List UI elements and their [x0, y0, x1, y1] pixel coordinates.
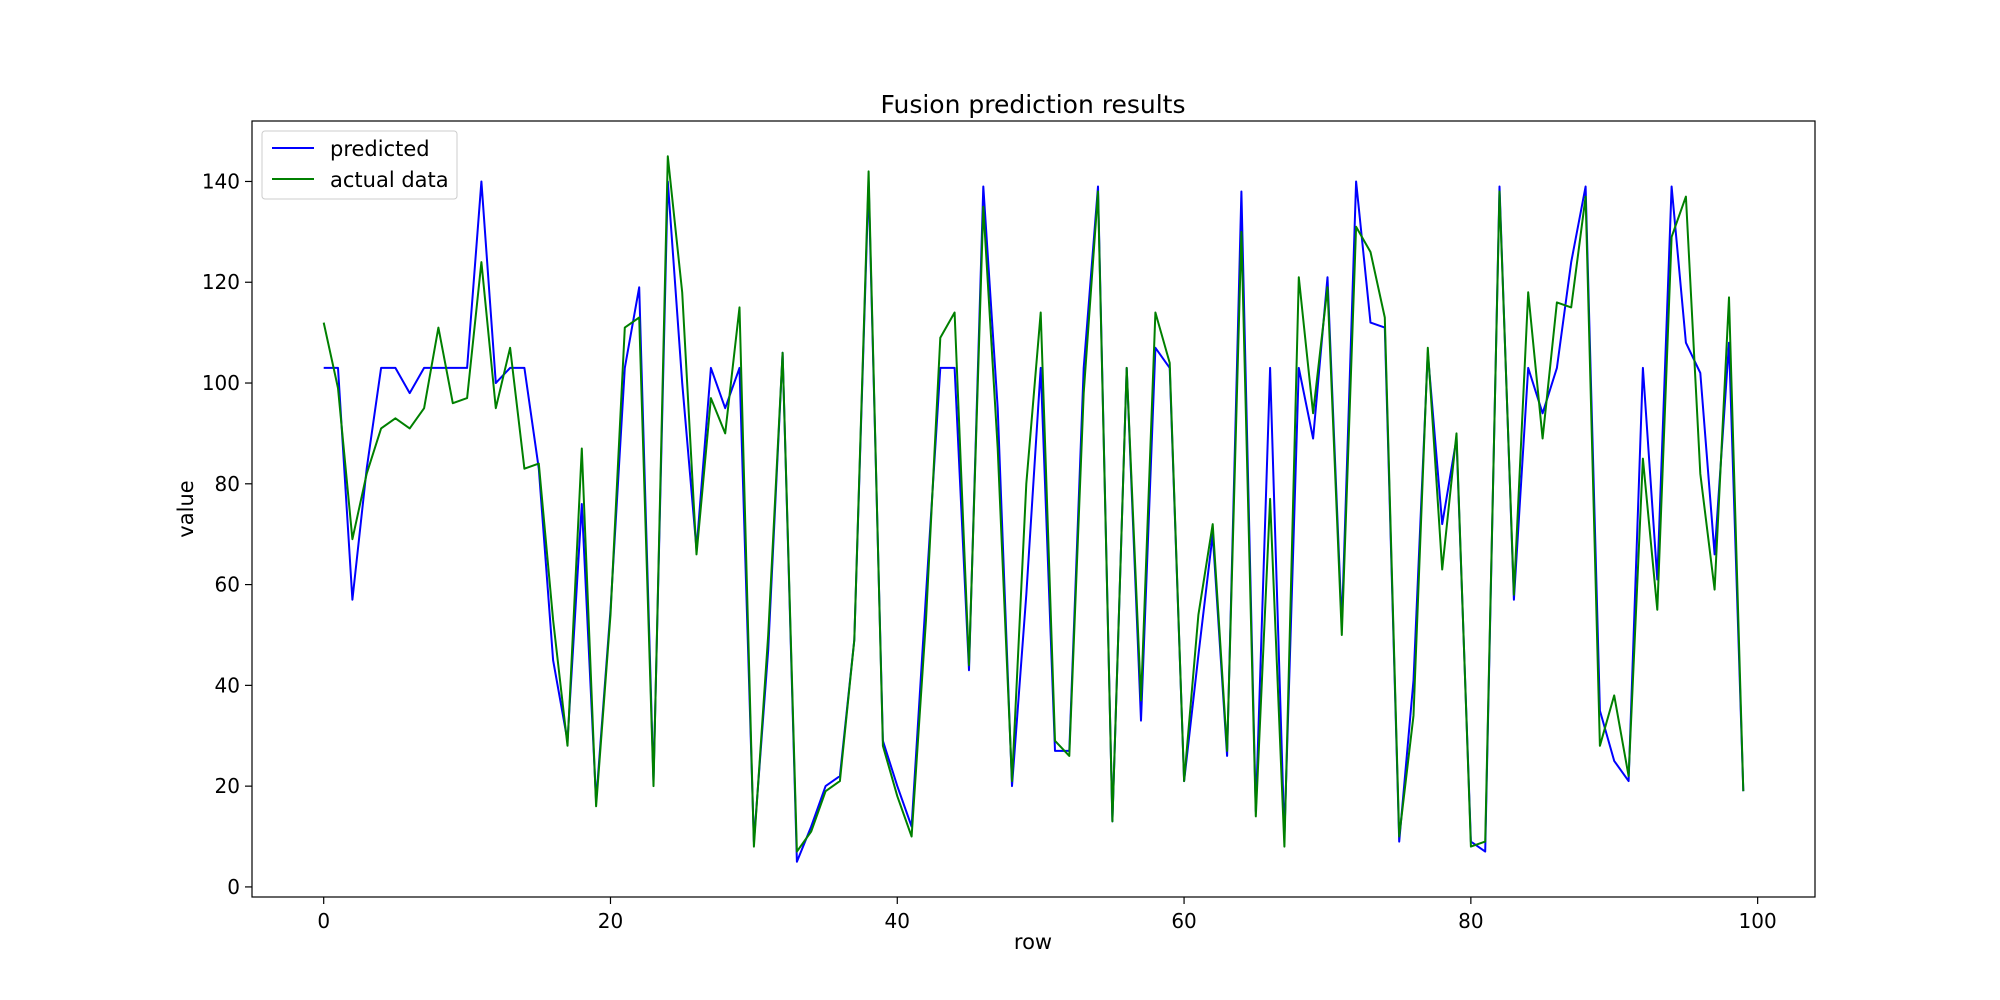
- y-tick-label: 60: [215, 573, 240, 597]
- chart-title: Fusion prediction results: [880, 90, 1185, 119]
- plot-lines: [322, 155, 1745, 863]
- x-axis-label: row: [1014, 930, 1052, 954]
- x-tick-label: 100: [1739, 909, 1777, 933]
- series-line-actual-data: [322, 155, 1745, 853]
- plot-area-frame: [251, 120, 1816, 898]
- y-tick-label: 80: [215, 472, 240, 496]
- y-tick-label: 120: [202, 270, 240, 294]
- y-tick-label: 140: [202, 169, 240, 193]
- legend-label-predicted: predicted: [330, 137, 430, 161]
- y-tick-label: 20: [215, 774, 240, 798]
- x-tick-label: 80: [1458, 909, 1483, 933]
- x-tick-label: 40: [885, 909, 910, 933]
- x-tick-label: 60: [1171, 909, 1196, 933]
- y-tick-label: 0: [227, 875, 240, 899]
- y-axis-label: value: [174, 480, 198, 537]
- y-axis: 0 20 40 60 80 100 120 140: [202, 169, 252, 899]
- legend: predicted actual data: [261, 130, 458, 200]
- legend-label-actual-data: actual data: [330, 168, 449, 192]
- x-tick-label: 20: [598, 909, 623, 933]
- y-tick-label: 100: [202, 371, 240, 395]
- x-tick-label: 0: [317, 909, 330, 933]
- y-tick-label: 40: [215, 673, 240, 697]
- x-axis: 0 20 40 60 80 100: [317, 897, 1777, 933]
